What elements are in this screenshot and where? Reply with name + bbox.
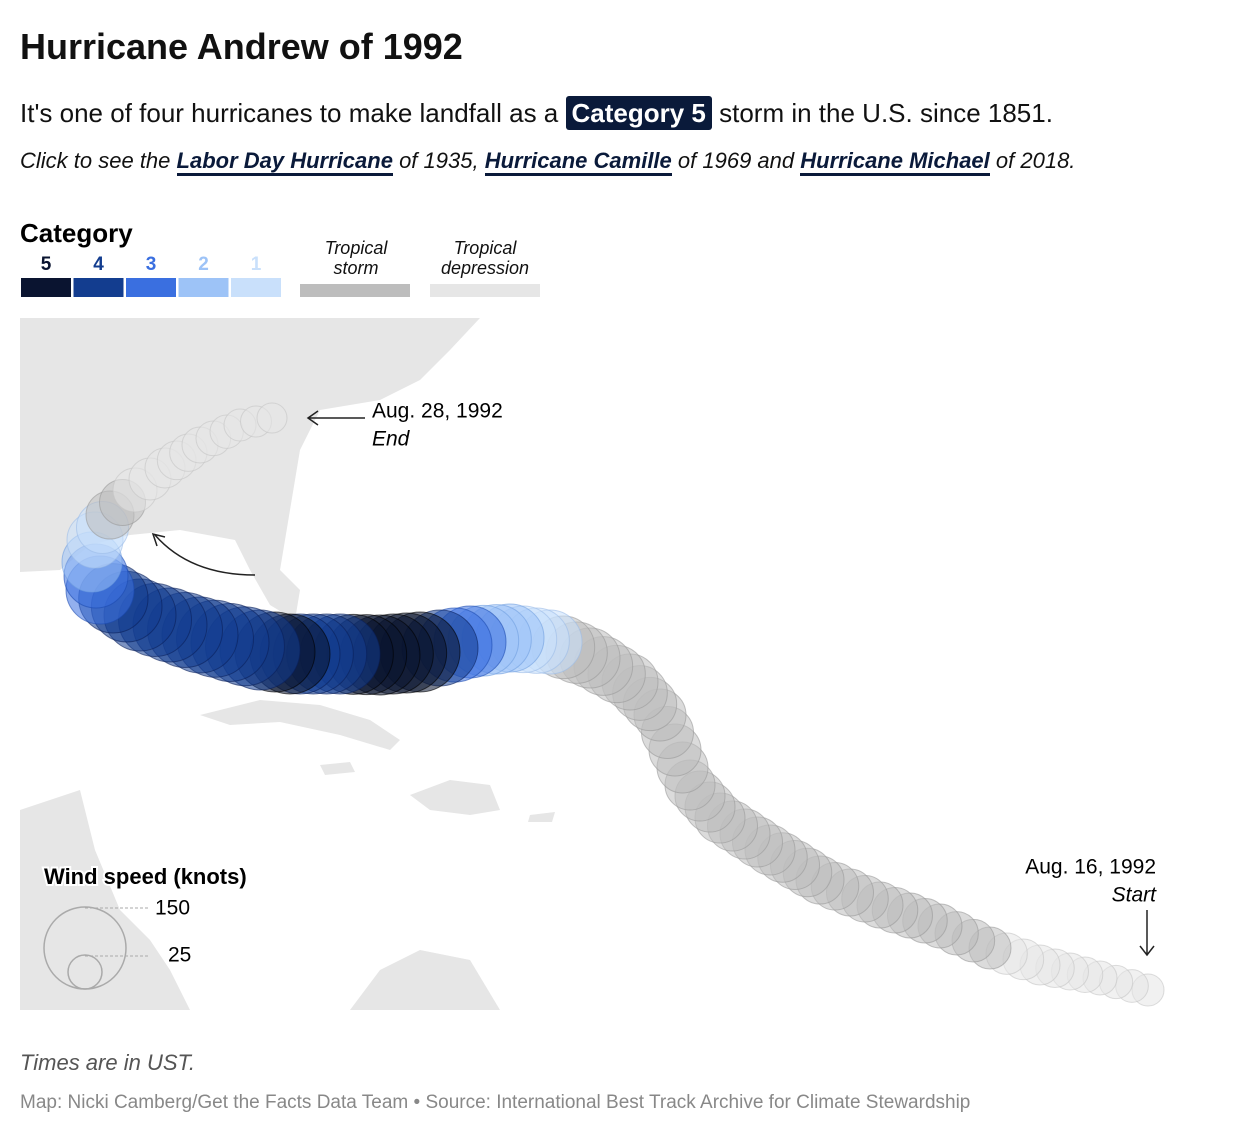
subtitle-text: It's one of four hurricanes to make land…: [20, 98, 559, 128]
legend-swatch: [300, 284, 410, 297]
size-circle: [67, 954, 103, 990]
legend-label-box: Tropical storm: [324, 238, 388, 278]
size-label: 25: [168, 944, 191, 967]
hispaniola: [410, 780, 500, 815]
link-suffix: of 1935,: [399, 148, 479, 173]
title: Hurricane Andrew of 1992: [20, 26, 463, 67]
link-suffix: of 2018.: [995, 148, 1076, 173]
legend-label: 5: [41, 254, 52, 275]
cuba: [200, 700, 400, 750]
central-america: [20, 790, 190, 1010]
start-date: Aug. 16, 1992: [1025, 856, 1156, 879]
links-intro: Click to see the: [20, 148, 171, 173]
link[interactable]: Labor Day Hurricane: [176, 148, 393, 176]
subtitle: It's one of four hurricanes to make land…: [20, 96, 1053, 130]
legend-label: Tropical storm: [324, 238, 388, 278]
size-legend: Wind speed (knots) 150 25: [42, 862, 249, 990]
track: [61, 402, 1165, 1007]
jamaica: [320, 762, 355, 775]
legend-swatch: [73, 278, 124, 297]
legend-label-box: Tropical depression: [440, 238, 530, 278]
legend-swatch: [430, 284, 540, 297]
subtitle-text: storm in the U.S. since 1851.: [719, 98, 1053, 128]
end-arrow: [306, 410, 365, 426]
note: Times are in UST.: [20, 1050, 196, 1075]
start-arrow: [1139, 910, 1155, 957]
size-legend-title: Wind speed (knots): [44, 864, 247, 889]
legend-swatch: [231, 278, 281, 297]
track-point: [256, 402, 288, 434]
land: [20, 318, 555, 1010]
legend-title: Category: [20, 218, 133, 248]
map: Category 5 4 3 2 1 Tropical storm Tropical dep…: [20, 218, 1165, 1010]
legend-swatch: [21, 278, 71, 297]
link[interactable]: Hurricane Camille: [484, 148, 672, 176]
arrows: [151, 410, 1155, 957]
north-america: [20, 318, 480, 620]
legend-swatch: [178, 278, 229, 297]
puerto-rico: [528, 812, 555, 822]
highlight: Category 5: [565, 96, 712, 130]
legend-label: 4: [93, 254, 104, 275]
legend-swatch: [126, 278, 176, 297]
legend-label: Tropical depression: [440, 238, 530, 278]
start-label: Start: [1112, 884, 1158, 907]
end-date: Aug. 28, 1992: [372, 400, 503, 423]
legend-label: 2: [198, 254, 209, 275]
legend-label: 1: [251, 254, 262, 275]
links: Click to see the Labor Day Hurricane of …: [20, 148, 1076, 176]
legend: Category 5 4 3 2 1 Tropical storm Tropical dep…: [20, 218, 540, 297]
end-label: End: [372, 428, 411, 451]
credit: Map: Nicki Camberg/Get the Facts Data Te…: [20, 1092, 971, 1113]
link[interactable]: Hurricane Michael: [800, 148, 990, 176]
south-america: [350, 950, 500, 1010]
landfall-arrow: [151, 532, 256, 576]
link-suffix: of 1969 and: [677, 148, 795, 173]
legend-label: 3: [146, 254, 157, 275]
size-label: 150: [155, 897, 190, 920]
